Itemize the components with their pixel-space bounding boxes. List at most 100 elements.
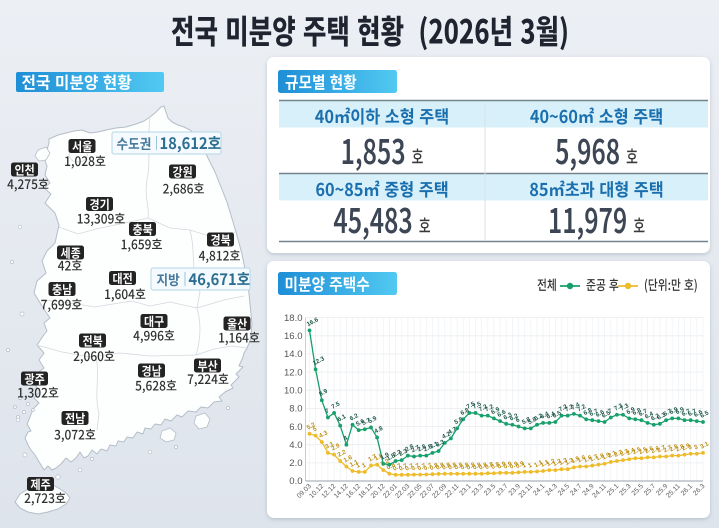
svg-text:6.7: 6.7 [687,407,698,417]
svg-text:5.9: 5.9 [367,415,378,425]
svg-text:2.2: 2.2 [392,448,403,458]
svg-text:7: 7 [324,407,331,415]
svg-text:2.6: 2.6 [644,445,655,455]
svg-text:3.3: 3.3 [435,438,446,448]
svg-text:6.9: 6.9 [490,406,501,416]
svg-text:2.5: 2.5 [631,446,642,456]
svg-text:6.7: 6.7 [638,407,649,417]
svg-text:7.2: 7.2 [484,403,495,413]
svg-text:7.5: 7.5 [465,400,476,410]
svg-text:0.9: 0.9 [509,460,520,470]
svg-text:0.7: 0.7 [398,462,409,472]
svg-text:6.4: 6.4 [539,410,550,420]
svg-text:6.8: 6.8 [631,407,642,417]
svg-text:4.8: 4.8 [373,425,384,435]
svg-text:1.8: 1.8 [386,452,397,462]
svg-text:14.0: 14.0 [284,349,303,360]
svg-text:2.8: 2.8 [675,443,686,453]
svg-text:0.8: 0.8 [447,461,458,471]
svg-text:1.3: 1.3 [564,456,575,466]
svg-text:0.9: 0.9 [502,460,513,470]
svg-text:4.2: 4.2 [441,430,452,440]
svg-text:5.8: 5.8 [453,416,464,426]
svg-text:18.0: 18.0 [284,313,303,324]
svg-text:6.8: 6.8 [459,407,470,417]
svg-text:1: 1 [521,462,528,470]
svg-text:2.4: 2.4 [625,447,636,457]
svg-text:1.9: 1.9 [601,451,612,461]
svg-text:6.5: 6.5 [601,409,612,419]
svg-text:5.7: 5.7 [361,417,372,427]
svg-text:0.8: 0.8 [484,461,495,471]
svg-text:2.8: 2.8 [668,443,679,453]
svg-text:3.1: 3.1 [429,440,440,450]
svg-text:0.8: 0.8 [386,461,397,471]
svg-text:2.1: 2.1 [607,449,618,459]
svg-text:0.7: 0.7 [392,462,403,472]
svg-text:7.4: 7.4 [570,401,581,411]
svg-text:6.2: 6.2 [533,412,544,422]
svg-text:1.8: 1.8 [373,452,384,462]
svg-text:0.8: 0.8 [478,461,489,471]
svg-text:6.3: 6.3 [502,411,513,421]
svg-text:2.7: 2.7 [410,444,421,454]
svg-text:6.7: 6.7 [662,407,673,417]
svg-text:1.8: 1.8 [595,452,606,462]
svg-text:2.7: 2.7 [656,444,667,454]
svg-text:1.5: 1.5 [570,455,581,465]
svg-text:6.7: 6.7 [681,407,692,417]
svg-text:0.7: 0.7 [404,462,415,472]
svg-text:7.3: 7.3 [613,402,624,412]
svg-text:6.6: 6.6 [693,408,704,418]
svg-text:7.2: 7.2 [478,403,489,413]
svg-text:3: 3 [687,443,694,451]
svg-text:0.8: 0.8 [459,461,470,471]
svg-text:12.0: 12.0 [284,367,303,378]
svg-text:0.7: 0.7 [422,462,433,472]
svg-text:6.1: 6.1 [336,413,347,423]
svg-text:6.0: 6.0 [289,422,302,433]
svg-text:2.9: 2.9 [330,442,341,452]
svg-text:3: 3 [693,443,700,451]
svg-text:5: 5 [312,425,319,433]
svg-text:1.6: 1.6 [582,454,593,464]
svg-text:2.6: 2.6 [650,445,661,455]
svg-text:7.5: 7.5 [472,400,483,410]
svg-text:2.9: 2.9 [681,442,692,452]
svg-text:1.2: 1.2 [552,457,563,467]
svg-text:8.0: 8.0 [289,404,302,415]
svg-text:5.6: 5.6 [355,417,366,427]
svg-text:1: 1 [361,462,368,470]
svg-text:6.2: 6.2 [509,412,520,422]
svg-text:6.2: 6.2 [650,412,661,422]
svg-text:2.2: 2.2 [613,448,624,458]
svg-text:16.0: 16.0 [284,331,303,342]
svg-text:2.8: 2.8 [416,443,427,453]
svg-text:6.9: 6.9 [625,406,636,416]
svg-text:7.3: 7.3 [619,402,630,412]
svg-text:0.8: 0.8 [435,461,446,471]
svg-text:0.9: 0.9 [515,460,526,470]
svg-text:1: 1 [527,462,534,470]
svg-text:4.0: 4.0 [289,440,302,451]
svg-text:0.8: 0.8 [453,461,464,471]
svg-text:5.8: 5.8 [527,416,538,426]
svg-text:2.2: 2.2 [336,448,347,458]
svg-text:3.1: 3.1 [324,440,335,450]
svg-text:0.8: 0.8 [490,461,501,471]
svg-text:7: 7 [607,407,614,415]
svg-text:0.0: 0.0 [289,476,302,487]
svg-text:1.3: 1.3 [558,456,569,466]
svg-text:1.9: 1.9 [379,451,390,461]
svg-text:1.1: 1.1 [539,458,550,468]
svg-text:6.7: 6.7 [588,407,599,417]
svg-text:1.2: 1.2 [545,457,556,467]
svg-text:0.8: 0.8 [429,461,440,471]
svg-text:7.2: 7.2 [558,403,569,413]
svg-text:1.2: 1.2 [379,457,390,467]
svg-text:0.8: 0.8 [465,461,476,471]
svg-text:1: 1 [355,462,362,470]
svg-text:2.3: 2.3 [398,447,409,457]
svg-text:5.2: 5.2 [306,421,317,431]
svg-text:10.0: 10.0 [284,385,303,396]
